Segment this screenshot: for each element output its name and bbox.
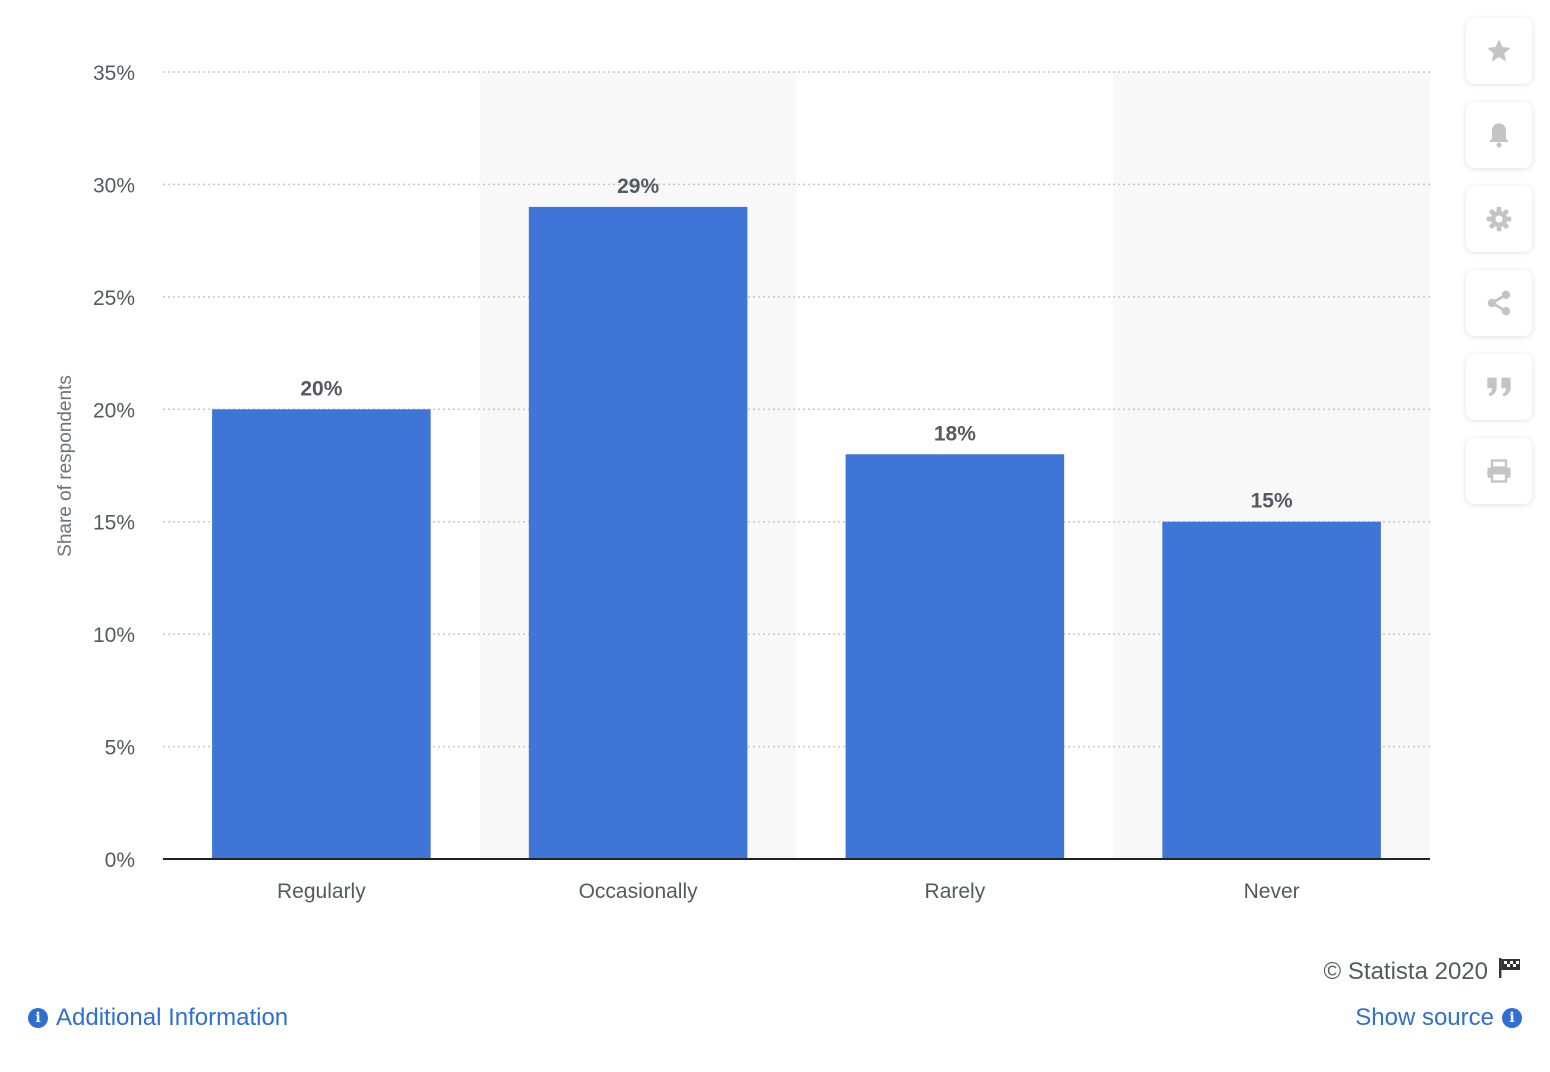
print-icon	[1487, 459, 1511, 483]
gear-icon	[1486, 206, 1512, 232]
data-label: 18%	[934, 422, 976, 445]
bars	[212, 206, 1381, 859]
notification-button[interactable]	[1466, 102, 1532, 168]
x-tick-label: Regularly	[277, 880, 366, 903]
x-tick-label: Occasionally	[579, 880, 699, 903]
x-axis-tick-labels: Regularly Occasionally Rarely Never	[277, 880, 1300, 903]
print-button[interactable]	[1466, 438, 1532, 504]
data-label: 29%	[617, 175, 659, 198]
bar	[212, 409, 431, 859]
copyright-notice: © Statista 2020	[1324, 957, 1522, 986]
chart-toolbar	[1466, 18, 1534, 522]
star-icon	[1487, 39, 1511, 62]
show-source-link[interactable]: Show source i	[1355, 1004, 1522, 1032]
bar	[1162, 521, 1381, 859]
data-label: 15%	[1251, 490, 1293, 513]
additional-information-label: Additional Information	[56, 1004, 289, 1031]
settings-button[interactable]	[1466, 186, 1532, 252]
cite-button[interactable]	[1466, 354, 1532, 420]
y-tick-label: 30%	[93, 174, 135, 197]
show-source-label: Show source	[1355, 1004, 1494, 1031]
y-axis-tick-labels: 0% 5% 10% 15% 20% 25% 30% 35%	[93, 62, 135, 872]
info-icon: i	[1502, 1008, 1522, 1028]
share-button[interactable]	[1466, 270, 1532, 336]
y-tick-label: 0%	[105, 849, 135, 872]
bar	[528, 206, 748, 859]
data-labels: 20% 29% 18% 15%	[300, 175, 1293, 513]
y-tick-label: 20%	[93, 399, 135, 422]
quote-icon	[1487, 377, 1511, 397]
share-icon	[1487, 290, 1511, 316]
x-tick-label: Never	[1244, 880, 1300, 903]
flag-icon[interactable]	[1498, 957, 1522, 986]
bell-icon	[1489, 123, 1509, 148]
bar-chart: 0% 5% 10% 15% 20% 25% 30% 35% 20% 29% 18% 15% Regu…	[55, 62, 1430, 903]
favorite-button[interactable]	[1466, 18, 1532, 84]
info-icon: i	[28, 1008, 48, 1028]
data-label: 20%	[300, 377, 342, 400]
y-axis-title: Share of respondents	[55, 375, 76, 557]
bar	[845, 454, 1065, 859]
y-tick-label: 25%	[93, 287, 135, 310]
y-tick-label: 5%	[105, 737, 135, 760]
y-tick-label: 15%	[93, 512, 135, 535]
additional-information-link[interactable]: i Additional Information	[28, 1004, 288, 1032]
y-tick-label: 35%	[93, 62, 135, 85]
copyright-text: © Statista 2020	[1323, 957, 1488, 985]
x-tick-label: Rarely	[925, 880, 986, 903]
y-tick-label: 10%	[93, 624, 135, 647]
